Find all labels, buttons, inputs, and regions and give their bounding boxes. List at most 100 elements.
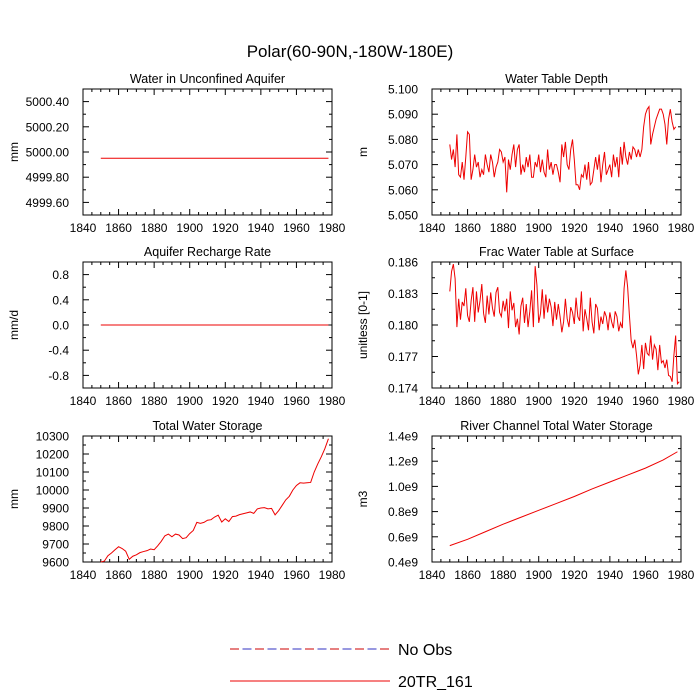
y-axis-label: m3 <box>356 490 370 507</box>
y-axis-label: mm/d <box>7 310 21 340</box>
x-tick-label: 1840 <box>419 394 446 408</box>
x-tick-label: 1900 <box>525 568 552 582</box>
plot-frame <box>431 435 682 563</box>
x-tick-label: 1860 <box>105 394 132 408</box>
x-tick-label: 1880 <box>490 221 517 235</box>
legend-label-no-obs: No Obs <box>398 642 452 659</box>
x-tick-label: 1980 <box>668 221 695 235</box>
x-tick-label: 1960 <box>632 568 659 582</box>
y-tick-label: 0.4e9 <box>388 556 418 570</box>
x-tick-label: 1860 <box>454 221 481 235</box>
y-tick-label: 4999.60 <box>26 196 70 210</box>
y-tick-label: 5.050 <box>388 209 418 223</box>
y-tick-label: 9800 <box>42 520 69 534</box>
x-tick-label: 1980 <box>319 221 346 235</box>
series-line-20tr-161 <box>449 451 678 547</box>
y-tick-label: 0.177 <box>388 350 418 364</box>
y-tick-label: 5.070 <box>388 158 418 172</box>
y-tick-label: 1.2e9 <box>388 455 418 469</box>
x-tick-label: 1980 <box>319 568 346 582</box>
y-tick-label: 9700 <box>42 538 69 552</box>
legend-entry-no-obs: No Obs <box>230 642 452 659</box>
x-tick-label: 1920 <box>212 568 239 582</box>
chart-title: Water Table Depth <box>505 72 608 86</box>
x-tick-label: 1960 <box>632 394 659 408</box>
chart-title: Aquifer Recharge Rate <box>144 245 271 259</box>
plot-frame <box>82 88 333 216</box>
y-tick-label: -0.8 <box>48 369 69 383</box>
x-tick-label: 1880 <box>141 568 168 582</box>
x-tick-label: 1860 <box>454 568 481 582</box>
plot-frame <box>82 435 333 563</box>
series-line-20tr-161 <box>449 105 677 193</box>
x-tick-label: 1900 <box>176 394 203 408</box>
y-tick-label: 5000.00 <box>26 146 70 160</box>
x-tick-label: 1960 <box>283 568 310 582</box>
y-tick-label: 10000 <box>36 484 70 498</box>
x-tick-label: 1900 <box>176 221 203 235</box>
legend-entry-20tr-161: 20TR_161 <box>230 674 473 691</box>
y-axis-label: unitless [0-1] <box>356 291 370 359</box>
x-tick-label: 1940 <box>248 221 275 235</box>
y-tick-label: 0.180 <box>388 319 418 333</box>
x-tick-label: 1920 <box>212 221 239 235</box>
y-tick-label: 10300 <box>36 430 70 444</box>
x-tick-label: 1980 <box>668 568 695 582</box>
x-tick-label: 1920 <box>561 394 588 408</box>
x-tick-label: 1860 <box>105 221 132 235</box>
y-tick-label: 0.183 <box>388 287 418 301</box>
y-tick-label: 5.100 <box>388 83 418 97</box>
y-tick-label: 4999.80 <box>26 171 70 185</box>
legend: No Obs 20TR_161 <box>230 642 473 691</box>
plots-group: Water in Unconfined Aquifer 1840 1860 1880 1… <box>7 72 695 582</box>
x-tick-label: 1860 <box>105 568 132 582</box>
x-tick-label: 1840 <box>70 394 97 408</box>
y-tick-label: 0.8e9 <box>388 505 418 519</box>
plot-frame <box>431 88 682 216</box>
x-tick-label: 1900 <box>525 394 552 408</box>
y-axis-label: mm <box>7 489 21 509</box>
y-axis-label: mm <box>7 142 21 162</box>
x-tick-label: 1840 <box>419 221 446 235</box>
y-tick-label: 0.0 <box>52 319 69 333</box>
series-line-20tr-161 <box>449 263 680 386</box>
x-tick-label: 1860 <box>454 394 481 408</box>
y-tick-label: 0.6e9 <box>388 530 418 544</box>
x-tick-label: 1960 <box>283 221 310 235</box>
y-tick-label: 1.4e9 <box>388 430 418 444</box>
chart-p5: Total Water Storage 1840 1860 1880 1900 1920 1… <box>7 419 346 582</box>
x-tick-label: 1840 <box>70 221 97 235</box>
series-line-20tr-161 <box>100 438 329 563</box>
x-tick-label: 1960 <box>283 394 310 408</box>
chart-p4: Frac Water Table at Surface 1840 1860 1880 1… <box>356 245 695 408</box>
chart-title: Total Water Storage <box>152 419 262 433</box>
x-tick-label: 1880 <box>490 394 517 408</box>
x-tick-label: 1920 <box>561 221 588 235</box>
chart-title: Frac Water Table at Surface <box>479 245 634 259</box>
x-tick-label: 1900 <box>525 221 552 235</box>
y-tick-label: 10100 <box>36 466 70 480</box>
chart-p6: River Channel Total Water Storage 1840 186… <box>356 419 695 582</box>
x-tick-label: 1920 <box>212 394 239 408</box>
y-tick-label: 5000.40 <box>26 95 70 109</box>
x-tick-label: 1840 <box>70 568 97 582</box>
x-tick-label: 1940 <box>597 221 624 235</box>
y-tick-label: 1.0e9 <box>388 480 418 494</box>
y-tick-label: 5000.20 <box>26 120 70 134</box>
x-tick-label: 1900 <box>176 568 203 582</box>
chart-p2: Water Table Depth 1840 1860 1880 1900 1920 194… <box>356 72 695 235</box>
y-tick-label: 9600 <box>42 556 69 570</box>
y-tick-label: -0.4 <box>48 344 69 358</box>
x-tick-label: 1840 <box>419 568 446 582</box>
chart-p3: Aquifer Recharge Rate 1840 1860 1880 1900 192… <box>7 245 346 408</box>
y-tick-label: 5.090 <box>388 108 418 122</box>
y-tick-label: 9900 <box>42 502 69 516</box>
legend-label-20tr-161: 20TR_161 <box>398 674 473 691</box>
y-tick-label: 10200 <box>36 448 70 462</box>
y-tick-label: 0.4 <box>52 293 69 307</box>
y-tick-label: 0.174 <box>388 382 418 396</box>
x-tick-label: 1920 <box>561 568 588 582</box>
y-tick-label: 5.060 <box>388 183 418 197</box>
x-tick-label: 1960 <box>632 221 659 235</box>
